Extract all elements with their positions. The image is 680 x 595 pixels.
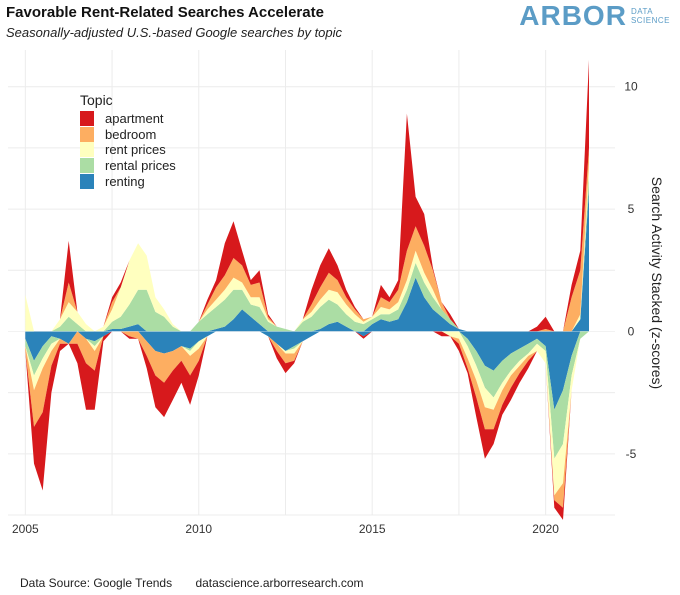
legend-item-bedroom: bedroom bbox=[80, 126, 176, 143]
logo-main-text: ARBOR bbox=[519, 0, 627, 31]
footer: Data Source: Google Trends datascience.a… bbox=[20, 576, 384, 590]
legend-label: rental prices bbox=[105, 158, 176, 174]
logo-line1: DATA bbox=[630, 7, 654, 16]
legend-item-renting: renting bbox=[80, 173, 176, 189]
y-tick-0: 0 bbox=[628, 324, 635, 338]
area-series-group bbox=[8, 59, 615, 520]
x-tick-2020: 2020 bbox=[532, 522, 559, 536]
y-tick-5: 5 bbox=[628, 202, 635, 216]
x-tick-2015: 2015 bbox=[359, 522, 386, 536]
area-renting-neg bbox=[25, 331, 590, 410]
footer-source: Data Source: Google Trends bbox=[20, 576, 173, 590]
legend-item-rental-prices: rental prices bbox=[80, 158, 176, 174]
legend-label: renting bbox=[105, 173, 145, 189]
arbor-logo: ARBOR DATA SCIENCE bbox=[519, 0, 670, 32]
legend-label: bedroom bbox=[105, 126, 157, 142]
x-tick-2010: 2010 bbox=[185, 522, 212, 536]
legend-swatch bbox=[80, 111, 94, 127]
legend-label: apartment bbox=[105, 111, 164, 127]
y-axis-label: Search Activity Stacked (z-scores) bbox=[649, 177, 665, 389]
footer-site: datascience.arborresearch.com bbox=[195, 576, 364, 590]
legend-label: rent prices bbox=[105, 142, 166, 158]
legend: Topic apartment bedroom rent prices rental … bbox=[80, 92, 176, 189]
legend-items: apartment bedroom rent prices rental prices… bbox=[80, 111, 176, 189]
logo-line2: SCIENCE bbox=[630, 16, 670, 25]
area-rental-prices-neg bbox=[25, 331, 590, 459]
y-tick--5: -5 bbox=[626, 447, 637, 461]
logo-side-text: DATA SCIENCE bbox=[631, 7, 670, 25]
legend-swatch bbox=[80, 142, 94, 158]
area-bedroom-neg bbox=[25, 331, 590, 508]
chart-title: Favorable Rent-Related Searches Accelera… bbox=[6, 4, 324, 21]
x-tick-labels: 2005 2010 2015 2020 bbox=[12, 522, 559, 536]
x-tick-2005: 2005 bbox=[12, 522, 39, 536]
legend-title: Topic bbox=[80, 92, 113, 108]
legend-swatch bbox=[80, 158, 94, 174]
area-rent-prices-pos bbox=[25, 162, 590, 332]
legend-swatch bbox=[80, 126, 94, 142]
legend-swatch bbox=[80, 173, 94, 189]
chart-subtitle: Seasonally-adjusted U.S.-based Google se… bbox=[6, 25, 343, 40]
legend-item-rent-prices: rent prices bbox=[80, 142, 176, 158]
y-tick-10: 10 bbox=[624, 80, 638, 94]
legend-item-apartment: apartment bbox=[80, 111, 176, 127]
y-tick-labels: -5 0 5 10 bbox=[624, 80, 638, 461]
